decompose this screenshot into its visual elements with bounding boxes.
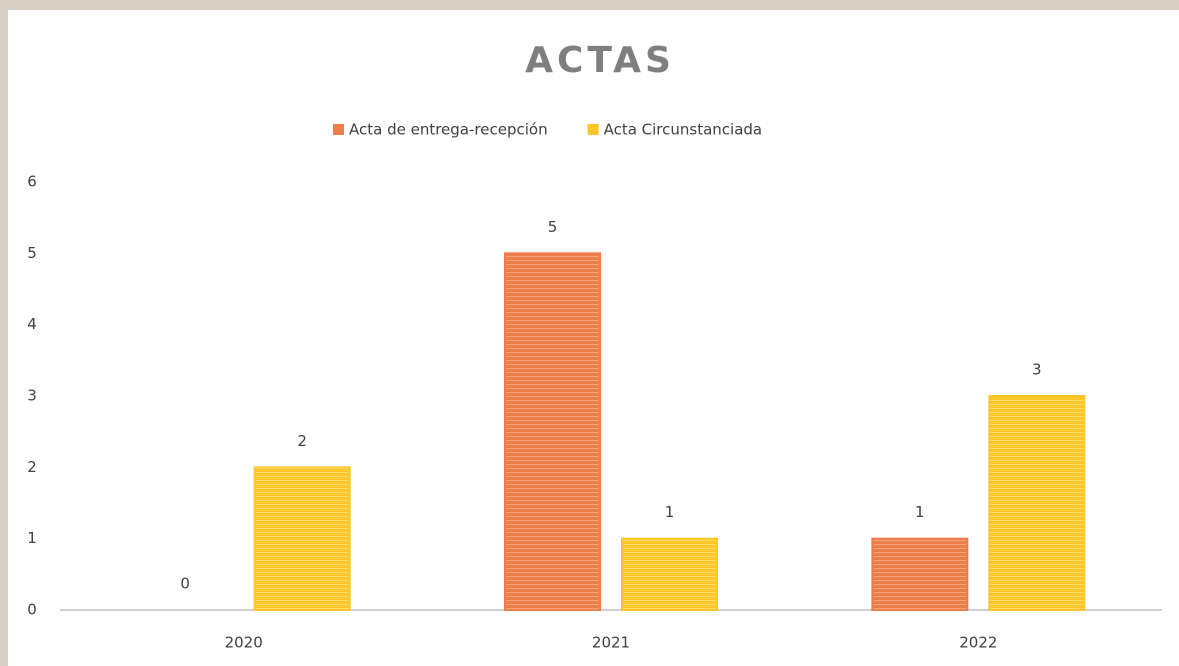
- data-label: 5: [548, 218, 558, 236]
- data-label: 2: [297, 432, 307, 450]
- bar: [253, 466, 351, 612]
- y-tick-label: 5: [27, 244, 37, 262]
- y-tick-label: 6: [27, 173, 37, 191]
- bar: [988, 395, 1086, 611]
- legend-swatch: [333, 124, 344, 135]
- legend-label: Acta Circunstanciada: [604, 121, 763, 139]
- chart-title: ACTAS: [525, 40, 675, 81]
- legend-swatch: [587, 124, 599, 135]
- y-tick-label: 3: [27, 387, 37, 405]
- legend-label: Acta de entrega-recepción: [349, 121, 548, 139]
- x-tick-label: 2020: [225, 634, 263, 652]
- data-label: 3: [1032, 361, 1042, 379]
- bar: [871, 537, 969, 612]
- y-tick-label: 2: [27, 458, 37, 476]
- data-label: 1: [665, 503, 675, 521]
- y-tick-label: 0: [27, 601, 37, 619]
- bar: [504, 252, 601, 611]
- x-tick-label: 2021: [592, 634, 630, 652]
- data-label: 0: [180, 575, 190, 593]
- y-tick-label: 1: [27, 529, 37, 547]
- x-tick-label: 2022: [959, 634, 997, 652]
- y-tick-label: 4: [27, 315, 37, 333]
- data-label: 1: [915, 503, 925, 521]
- bar: [621, 537, 718, 612]
